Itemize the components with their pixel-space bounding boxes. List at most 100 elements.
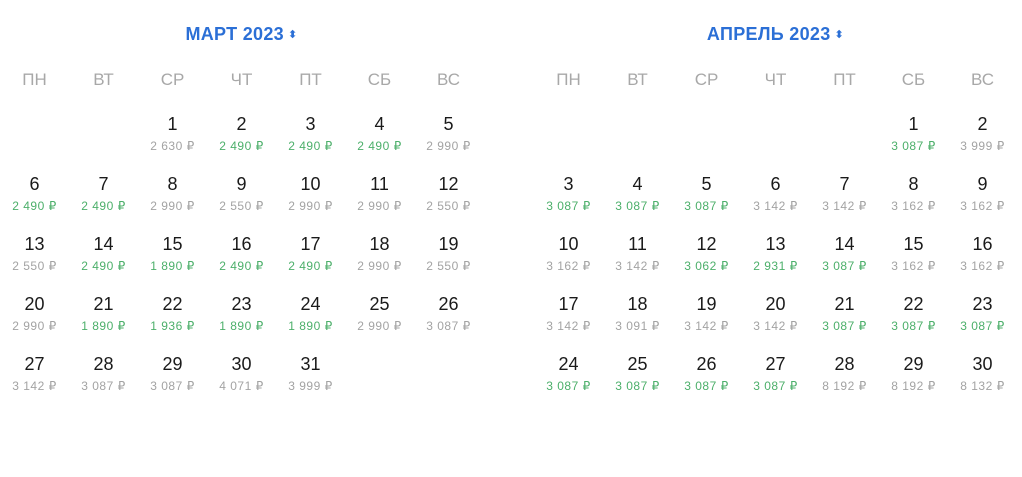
- day-cell[interactable]: 26 3 087 ₽: [672, 352, 741, 393]
- day-cell[interactable]: 7 2 490 ₽: [69, 172, 138, 213]
- day-cell[interactable]: 11 3 142 ₽: [603, 232, 672, 273]
- day-cell[interactable]: 17 3 142 ₽: [534, 292, 603, 333]
- price-value: 2 490: [357, 139, 390, 153]
- month-title-button[interactable]: МАРТ 2023 ⬍: [0, 24, 483, 45]
- day-cell[interactable]: 23 3 087 ₽: [948, 292, 1017, 333]
- day-cell[interactable]: 21 1 890 ₽: [69, 292, 138, 333]
- day-number: 22: [162, 294, 183, 314]
- day-number: 29: [162, 354, 183, 374]
- day-number: 18: [627, 294, 648, 314]
- day-cell[interactable]: 17 2 490 ₽: [276, 232, 345, 273]
- day-cell[interactable]: 22 1 936 ₽: [138, 292, 207, 333]
- day-cell[interactable]: 29 8 192 ₽: [879, 352, 948, 393]
- day-cell[interactable]: 24 3 087 ₽: [534, 352, 603, 393]
- day-cell[interactable]: 29 3 087 ₽: [138, 352, 207, 393]
- day-cell[interactable]: 8 3 162 ₽: [879, 172, 948, 213]
- day-cell[interactable]: 2 3 999 ₽: [948, 112, 1017, 153]
- ruble-icon: ₽: [582, 199, 591, 213]
- day-cell[interactable]: 9 2 550 ₽: [207, 172, 276, 213]
- day-price: 2 550 ₽: [207, 199, 276, 213]
- price-value: 3 087: [615, 379, 648, 393]
- day-cell[interactable]: 10 2 990 ₽: [276, 172, 345, 213]
- ruble-icon: ₽: [462, 139, 471, 153]
- day-cell[interactable]: 14 2 490 ₽: [69, 232, 138, 273]
- day-cell[interactable]: 31 3 999 ₽: [276, 352, 345, 393]
- price-value: 3 087: [546, 379, 579, 393]
- day-cell[interactable]: 28 8 192 ₽: [810, 352, 879, 393]
- day-cell[interactable]: 19 3 142 ₽: [672, 292, 741, 333]
- day-number: 16: [972, 234, 993, 254]
- day-cell[interactable]: 28 3 087 ₽: [69, 352, 138, 393]
- day-cell[interactable]: 8 2 990 ₽: [138, 172, 207, 213]
- day-cell[interactable]: 12 3 062 ₽: [672, 232, 741, 273]
- day-cell[interactable]: 30 8 132 ₽: [948, 352, 1017, 393]
- day-number: 12: [438, 174, 459, 194]
- day-cell[interactable]: 3 2 490 ₽: [276, 112, 345, 153]
- day-cell[interactable]: 21 3 087 ₽: [810, 292, 879, 333]
- day-cell[interactable]: 16 2 490 ₽: [207, 232, 276, 273]
- month-title-button[interactable]: АПРЕЛЬ 2023 ⬍: [534, 24, 1017, 45]
- day-cell[interactable]: 14 3 087 ₽: [810, 232, 879, 273]
- day-cell[interactable]: 13 2 931 ₽: [741, 232, 810, 273]
- day-cell[interactable]: 7 3 142 ₽: [810, 172, 879, 213]
- day-cell[interactable]: 4 2 490 ₽: [345, 112, 414, 153]
- day-cell[interactable]: 10 3 162 ₽: [534, 232, 603, 273]
- ruble-icon: ₽: [651, 259, 660, 273]
- ruble-icon: ₽: [186, 379, 195, 393]
- price-value: 2 490: [12, 199, 45, 213]
- day-cell[interactable]: 6 3 142 ₽: [741, 172, 810, 213]
- day-cell[interactable]: 25 2 990 ₽: [345, 292, 414, 333]
- month-title: МАРТ 2023: [185, 24, 284, 44]
- day-cell[interactable]: 22 3 087 ₽: [879, 292, 948, 333]
- price-value: 3 087: [684, 379, 717, 393]
- day-cell[interactable]: 16 3 162 ₽: [948, 232, 1017, 273]
- day-cell[interactable]: 18 3 091 ₽: [603, 292, 672, 333]
- day-price: 3 087 ₽: [741, 379, 810, 393]
- day-cell[interactable]: 1 2 630 ₽: [138, 112, 207, 153]
- day-number: 13: [24, 234, 45, 254]
- day-cell[interactable]: 25 3 087 ₽: [603, 352, 672, 393]
- ruble-icon: ₽: [927, 379, 936, 393]
- day-price: 2 990 ₽: [414, 139, 483, 153]
- day-cell[interactable]: 20 3 142 ₽: [741, 292, 810, 333]
- day-number: 20: [765, 294, 786, 314]
- day-price: 3 087 ₽: [810, 319, 879, 333]
- ruble-icon: ₽: [789, 379, 798, 393]
- day-cell[interactable]: 2 2 490 ₽: [207, 112, 276, 153]
- day-cell[interactable]: 5 3 087 ₽: [672, 172, 741, 213]
- ruble-icon: ₽: [651, 379, 660, 393]
- day-number: 25: [369, 294, 390, 314]
- day-cell[interactable]: 12 2 550 ₽: [414, 172, 483, 213]
- day-number: 21: [834, 294, 855, 314]
- day-cell[interactable]: 6 2 490 ₽: [0, 172, 69, 213]
- price-value: 3 162: [891, 259, 924, 273]
- day-cell[interactable]: 15 3 162 ₽: [879, 232, 948, 273]
- day-cell[interactable]: 11 2 990 ₽: [345, 172, 414, 213]
- day-cell[interactable]: 30 4 071 ₽: [207, 352, 276, 393]
- ruble-icon: ₽: [462, 259, 471, 273]
- day-cell[interactable]: 3 3 087 ₽: [534, 172, 603, 213]
- price-value: 3 142: [615, 259, 648, 273]
- day-cell[interactable]: 15 1 890 ₽: [138, 232, 207, 273]
- day-number: 14: [93, 234, 114, 254]
- day-cell[interactable]: 5 2 990 ₽: [414, 112, 483, 153]
- ruble-icon: ₽: [858, 199, 867, 213]
- day-cell[interactable]: 19 2 550 ₽: [414, 232, 483, 273]
- day-cell[interactable]: 26 3 087 ₽: [414, 292, 483, 333]
- ruble-icon: ₽: [255, 379, 264, 393]
- day-cell[interactable]: 4 3 087 ₽: [603, 172, 672, 213]
- day-cell[interactable]: 13 2 550 ₽: [0, 232, 69, 273]
- price-value: 2 990: [288, 199, 321, 213]
- day-cell[interactable]: 24 1 890 ₽: [276, 292, 345, 333]
- day-cell[interactable]: 20 2 990 ₽: [0, 292, 69, 333]
- day-cell[interactable]: 23 1 890 ₽: [207, 292, 276, 333]
- price-value: 3 087: [426, 319, 459, 333]
- day-cell[interactable]: 18 2 990 ₽: [345, 232, 414, 273]
- day-cell[interactable]: 9 3 162 ₽: [948, 172, 1017, 213]
- day-cell[interactable]: 27 3 142 ₽: [0, 352, 69, 393]
- day-number: 23: [231, 294, 252, 314]
- day-number: 4: [374, 114, 385, 134]
- day-price: 2 490 ₽: [69, 259, 138, 273]
- day-cell[interactable]: 27 3 087 ₽: [741, 352, 810, 393]
- day-cell[interactable]: 1 3 087 ₽: [879, 112, 948, 153]
